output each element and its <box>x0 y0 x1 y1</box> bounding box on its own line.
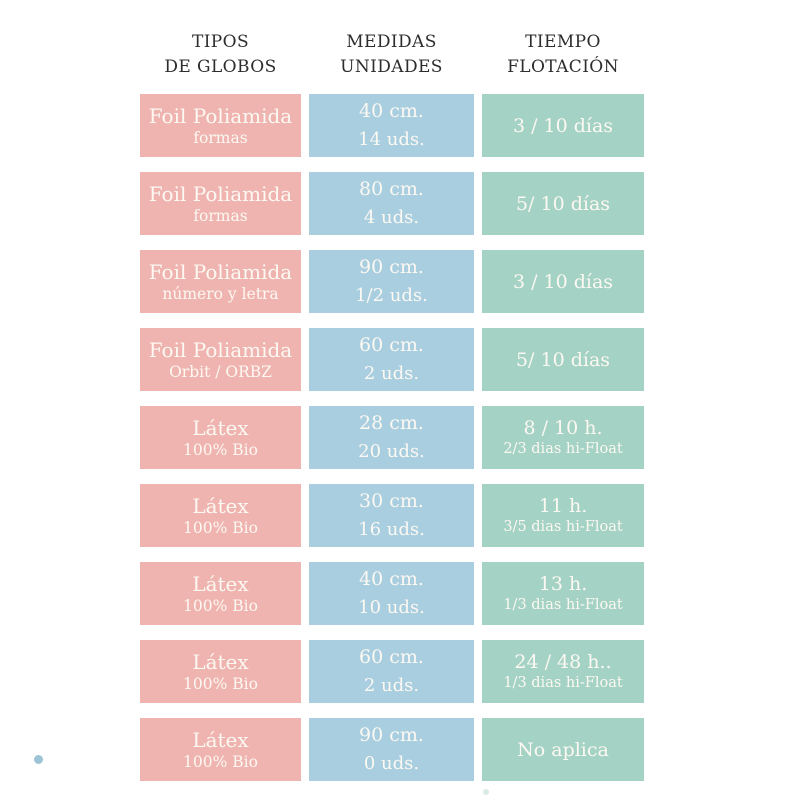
balloon-size: 60 cm. <box>359 646 424 668</box>
balloon-type-cell: Látex 100% Bio <box>140 562 301 625</box>
float-time: 5/ 10 días <box>515 192 611 215</box>
balloon-size: 40 cm. <box>359 100 424 122</box>
header-line: DE GLOBOS <box>164 57 277 77</box>
header-line: TIPOS <box>191 32 250 52</box>
float-time: 24 / 48 h.. <box>514 651 612 673</box>
balloon-size: 90 cm. <box>359 724 424 746</box>
float-time: 8 / 10 h. <box>523 417 603 439</box>
balloon-type-variant: formas <box>193 206 248 225</box>
balloon-type-name: Látex <box>192 493 249 518</box>
balloon-type-variant: 100% Bio <box>183 440 258 459</box>
measure-units-cell: 90 cm. 0 uds. <box>309 718 474 781</box>
decorative-dot-faint <box>483 789 489 795</box>
balloon-size: 30 cm. <box>359 490 424 512</box>
balloon-type-cell: Látex 100% Bio <box>140 406 301 469</box>
float-time-cell: 13 h. 1/3 dias hi-Float <box>482 562 644 625</box>
float-time-cell: 3 / 10 días <box>482 94 644 157</box>
balloon-type-variant: 100% Bio <box>183 596 258 615</box>
column-header-tiempo-flotacion: TIEMPO FLOTACIÓN <box>482 30 644 80</box>
header-line: UNIDADES <box>340 57 443 77</box>
balloon-units: 0 uds. <box>363 753 420 774</box>
balloon-info-table: TIPOS DE GLOBOS MEDIDAS UNIDADES TIEMPO … <box>140 30 644 781</box>
balloon-size: 60 cm. <box>359 334 424 356</box>
balloon-type-cell: Foil Poliamida número y letra <box>140 250 301 313</box>
measure-units-cell: 40 cm. 10 uds. <box>309 562 474 625</box>
float-time-cell: No aplica <box>482 718 644 781</box>
column-header-medidas-unidades: MEDIDAS UNIDADES <box>309 30 474 80</box>
float-time-cell: 11 h. 3/5 dias hi-Float <box>482 484 644 547</box>
balloon-type-name: Foil Poliamida <box>148 181 293 206</box>
float-time-cell: 5/ 10 días <box>482 172 644 235</box>
header-line: MEDIDAS <box>346 32 437 52</box>
balloon-type-variant: formas <box>193 128 248 147</box>
float-time-cell: 5/ 10 días <box>482 328 644 391</box>
balloon-type-name: Foil Poliamida <box>148 259 293 284</box>
decorative-dot-blue <box>34 755 43 764</box>
balloon-type-cell: Foil Poliamida formas <box>140 172 301 235</box>
float-time-hifloat: 1/3 dias hi-Float <box>503 675 623 691</box>
balloon-size: 90 cm. <box>359 256 424 278</box>
float-time-cell: 24 / 48 h.. 1/3 dias hi-Float <box>482 640 644 703</box>
balloon-type-variant: 100% Bio <box>183 674 258 693</box>
float-time: 11 h. <box>538 495 588 517</box>
float-time-cell: 3 / 10 días <box>482 250 644 313</box>
measure-units-cell: 60 cm. 2 uds. <box>309 640 474 703</box>
balloon-units: 16 uds. <box>358 519 425 540</box>
balloon-type-cell: Látex 100% Bio <box>140 718 301 781</box>
measure-units-cell: 60 cm. 2 uds. <box>309 328 474 391</box>
float-time-hifloat: 1/3 dias hi-Float <box>503 597 623 613</box>
float-time: 3 / 10 días <box>512 270 614 293</box>
balloon-type-name: Látex <box>192 727 249 752</box>
float-time-cell: 8 / 10 h. 2/3 dias hi-Float <box>482 406 644 469</box>
balloon-type-cell: Foil Poliamida Orbit / ORBZ <box>140 328 301 391</box>
float-time: 13 h. <box>538 573 588 595</box>
balloon-units: 10 uds. <box>358 597 425 618</box>
balloon-type-variant: 100% Bio <box>183 752 258 771</box>
header-line: TIEMPO <box>525 32 601 52</box>
balloon-units: 14 uds. <box>358 129 425 150</box>
balloon-units: 20 uds. <box>358 441 425 462</box>
balloon-type-variant: Orbit / ORBZ <box>169 362 272 381</box>
measure-units-cell: 28 cm. 20 uds. <box>309 406 474 469</box>
balloon-units: 4 uds. <box>363 207 420 228</box>
balloon-type-name: Látex <box>192 649 249 674</box>
float-time-hifloat: 2/3 dias hi-Float <box>503 441 623 457</box>
balloon-type-variant: número y letra <box>162 284 279 303</box>
balloon-units: 2 uds. <box>363 675 420 696</box>
balloon-type-cell: Foil Poliamida formas <box>140 94 301 157</box>
measure-units-cell: 30 cm. 16 uds. <box>309 484 474 547</box>
balloon-type-name: Foil Poliamida <box>148 103 293 128</box>
measure-units-cell: 90 cm. 1/2 uds. <box>309 250 474 313</box>
balloon-size: 40 cm. <box>359 568 424 590</box>
float-time: 5/ 10 días <box>515 348 611 371</box>
measure-units-cell: 80 cm. 4 uds. <box>309 172 474 235</box>
balloon-units: 1/2 uds. <box>355 285 428 306</box>
balloon-units: 2 uds. <box>363 363 420 384</box>
measure-units-cell: 40 cm. 14 uds. <box>309 94 474 157</box>
balloon-type-name: Látex <box>192 571 249 596</box>
balloon-type-name: Foil Poliamida <box>148 337 293 362</box>
float-time: No aplica <box>517 738 609 761</box>
balloon-type-variant: 100% Bio <box>183 518 258 537</box>
table-header: TIPOS DE GLOBOS MEDIDAS UNIDADES TIEMPO … <box>140 30 644 80</box>
balloon-size: 28 cm. <box>359 412 424 434</box>
balloon-type-name: Látex <box>192 415 249 440</box>
float-time-hifloat: 3/5 dias hi-Float <box>503 519 623 535</box>
column-header-tipos-de-globos: TIPOS DE GLOBOS <box>140 30 301 80</box>
table-body: Foil Poliamida formas 40 cm. 14 uds. 3 /… <box>140 94 644 781</box>
float-time: 3 / 10 días <box>512 114 614 137</box>
header-line: FLOTACIÓN <box>507 57 619 77</box>
balloon-size: 80 cm. <box>359 178 424 200</box>
balloon-type-cell: Látex 100% Bio <box>140 484 301 547</box>
balloon-type-cell: Látex 100% Bio <box>140 640 301 703</box>
